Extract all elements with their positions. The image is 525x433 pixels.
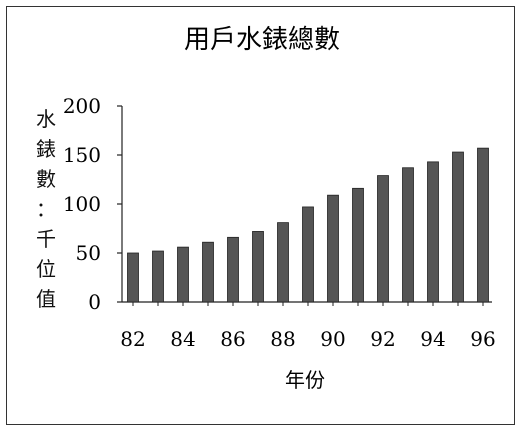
bar-86 xyxy=(227,236,239,303)
y-axis-label-char: ： xyxy=(36,197,56,221)
y-axis-label-char: 值 xyxy=(36,287,56,311)
bar-93 xyxy=(402,167,414,303)
x-tick-label: 94 xyxy=(420,327,445,351)
bar-94 xyxy=(427,161,439,303)
y-axis-label-char: 錶 xyxy=(36,137,56,161)
y-tick-label: 100 xyxy=(63,192,101,216)
y-tick-label: 50 xyxy=(76,241,101,265)
bar-85 xyxy=(202,241,214,303)
bar-82 xyxy=(127,252,139,303)
x-tick-label: 92 xyxy=(370,327,395,351)
bar-87 xyxy=(252,231,264,303)
bar-90 xyxy=(327,194,339,303)
bar-84 xyxy=(177,246,189,303)
bar-83 xyxy=(152,250,164,303)
bar-95 xyxy=(452,151,464,303)
y-tick-label: 150 xyxy=(63,143,101,167)
x-tick-label: 88 xyxy=(270,327,295,351)
y-tick-label: 200 xyxy=(63,94,101,118)
x-tick-label: 96 xyxy=(470,327,495,351)
bar-88 xyxy=(277,222,289,303)
y-axis-label-char: 水 xyxy=(36,107,56,131)
bar-89 xyxy=(302,206,314,303)
x-tick-label: 90 xyxy=(320,327,345,351)
x-axis-label: 年份 xyxy=(285,368,325,392)
y-axis-label-char: 千 xyxy=(36,227,56,251)
y-axis-label-char: 數 xyxy=(36,167,56,191)
bar-92 xyxy=(377,175,389,303)
x-tick-label: 86 xyxy=(220,327,245,351)
y-tick-label: 0 xyxy=(88,290,101,314)
bar-91 xyxy=(352,187,364,303)
bar-96 xyxy=(477,147,489,303)
chart-title: 用戶水錶總數 xyxy=(184,25,340,55)
x-tick-label: 84 xyxy=(170,327,195,351)
y-axis-label-char: 位 xyxy=(36,257,56,281)
x-tick-label: 82 xyxy=(120,327,145,351)
